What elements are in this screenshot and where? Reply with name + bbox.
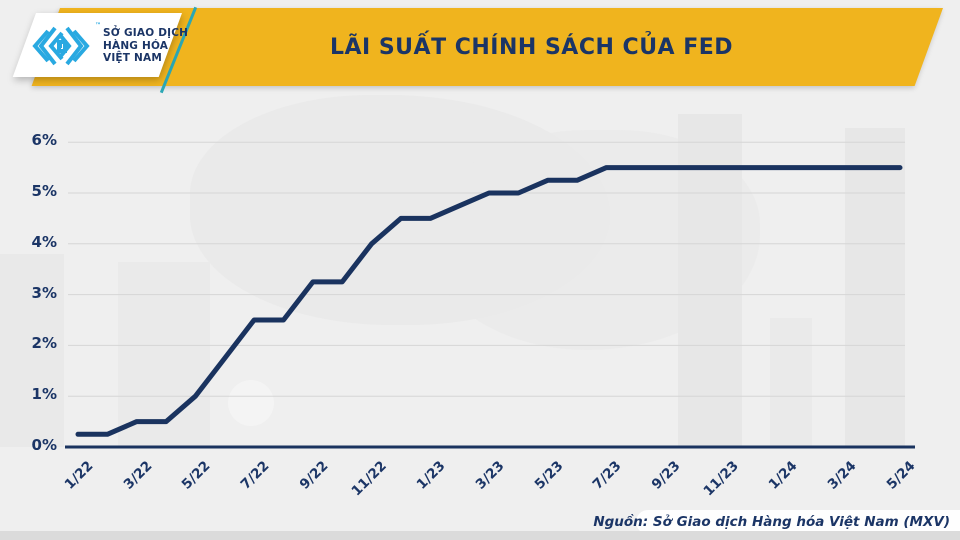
logo-org-name: SỞ GIAO DỊCH HÀNG HÓA VIỆT NAM <box>103 27 188 65</box>
y-tick-label: 6% <box>31 131 57 150</box>
source-band: Nguồn: Sở Giao dịch Hàng hóa Việt Nam (M… <box>593 510 960 534</box>
y-tick-label: 2% <box>31 334 57 353</box>
y-tick-label: 1% <box>31 385 57 404</box>
logo-org-line: SỞ GIAO DỊCH <box>103 27 189 40</box>
y-tick-label: 0% <box>31 436 57 454</box>
mxv-logo: ™ SỞ GIAO DỊCH HÀNG HÓA VIỆT NAM <box>28 16 188 76</box>
logo-org-line: HÀNG HÓA <box>103 39 169 52</box>
bottom-strip <box>0 531 960 540</box>
chart-title: LÃI SUẤT CHÍNH SÁCH CỦA FED <box>329 34 734 60</box>
mxv-logo-icon <box>32 26 90 66</box>
source-credit: Nguồn: Sở Giao dịch Hàng hóa Việt Nam (M… <box>593 514 950 530</box>
rate-line <box>75 165 903 437</box>
trademark-symbol: ™ <box>95 22 101 29</box>
y-tick-label: 5% <box>31 182 57 200</box>
y-tick-label: 3% <box>31 283 57 302</box>
y-tick-label: 4% <box>31 232 57 251</box>
logo-org-line: VIỆT NAM <box>103 52 162 65</box>
